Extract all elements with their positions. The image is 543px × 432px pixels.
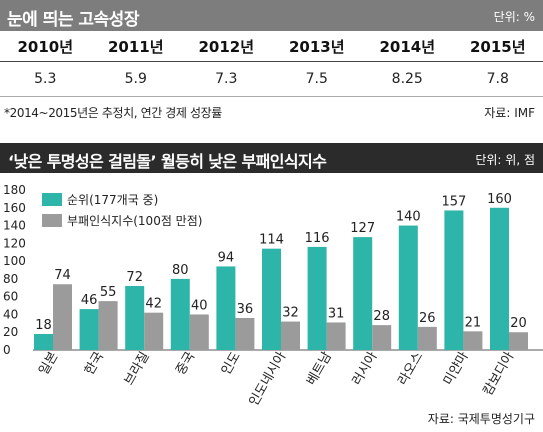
- y-axis: 0 20 40 60 80 100 120 140 160 180: [3, 183, 26, 357]
- growth-value-cell: 5.3: [0, 61, 91, 97]
- growth-title: 눈에 띄는 고속성장: [7, 10, 139, 30]
- bar-value-label: 28: [373, 309, 390, 324]
- growth-source: 자료: IMF: [484, 106, 535, 120]
- bar-value-label: 116: [305, 231, 330, 246]
- y-tick-label: 140: [3, 219, 26, 233]
- year-cell: 2015년: [452, 31, 543, 62]
- x-tick-label: 미얀마: [441, 349, 472, 388]
- y-tick-label: 0: [3, 343, 11, 357]
- growth-table: 2010년 2011년 2012년 2013년 2014년 2015년 5.3 …: [0, 31, 543, 97]
- growth-note: *2014~2015년은 추정치, 연간 경제 성장률: [4, 106, 222, 120]
- legend: 순위(177개국 중) 부패인식지수(100점 만점): [42, 193, 202, 228]
- bar-value-label: 31: [328, 306, 345, 321]
- year-cell: 2013년: [271, 31, 362, 62]
- bar-value-label: 127: [350, 221, 375, 236]
- x-tick-label: 인도: [219, 349, 244, 377]
- growth-value-cell: 7.5: [271, 61, 362, 97]
- rank-bar: [307, 246, 327, 350]
- year-cell: 2011년: [90, 31, 181, 62]
- rank-bar: [216, 266, 236, 350]
- growth-value-cell: 5.9: [90, 61, 181, 97]
- cpi-bar: [417, 326, 437, 350]
- cpi-bar: [463, 331, 483, 350]
- rank-bar: [353, 237, 373, 350]
- legend-label: 순위(177개국 중): [67, 193, 158, 207]
- y-tick-label: 180: [3, 183, 26, 197]
- x-tick-label: 중국: [173, 349, 198, 377]
- bar-value-label: 94: [218, 250, 235, 265]
- cpi-bar: [144, 312, 164, 350]
- rank-bar: [34, 334, 53, 350]
- cpi-bar: [372, 325, 392, 350]
- x-tick-label: 캄보디아: [481, 349, 518, 398]
- chart-title: ‘낮은 투명성은 걸림돌’ 월등히 낮은 부패인식지수: [8, 152, 327, 171]
- rank-bar: [170, 278, 190, 350]
- year-cell: 2012년: [181, 31, 272, 62]
- x-tick-label: 브라질: [122, 350, 153, 389]
- growth-year-row: 2010년 2011년 2012년 2013년 2014년 2015년: [0, 31, 543, 62]
- bar-value-label: 21: [465, 315, 482, 330]
- bar-chart: 0 20 40 60 80 100 120 140 160 180 순위(177개국 중) 부패인식…: [3, 183, 543, 409]
- growth-header: 눈에 띄는 고속성장 단위: %: [0, 0, 543, 31]
- bar-value-label: 74: [54, 268, 71, 283]
- x-tick-label: 라오스: [395, 349, 426, 388]
- cpi-bar: [235, 318, 255, 350]
- legend-swatch: [42, 214, 62, 227]
- y-tick-label: 100: [3, 254, 26, 268]
- year-cell: 2010년: [0, 31, 91, 62]
- x-axis-labels: 일본 한국 브라질 중국 인도 인도네시아 베트남 러시아 라오스 미얀마 캄보디아: [37, 349, 518, 408]
- bar-value-label: 32: [282, 306, 299, 321]
- bar-value-label: 42: [145, 297, 162, 312]
- cpi-bar: [53, 284, 72, 350]
- x-tick-label: 일본: [37, 349, 62, 377]
- rank-bar: [79, 309, 99, 350]
- year-cell: 2014년: [362, 31, 453, 62]
- growth-value-row: 5.3 5.9 7.3 7.5 8.25 7.8: [0, 61, 543, 97]
- x-tick-label: 베트남: [304, 349, 335, 388]
- bar-value-label: 55: [100, 285, 117, 300]
- cpi-bar: [326, 322, 346, 350]
- growth-unit: 단위: %: [493, 10, 535, 24]
- growth-value-cell: 7.8: [452, 61, 543, 97]
- bar-value-label: 157: [441, 194, 466, 209]
- bar-value-label: 36: [237, 302, 254, 317]
- bar-value-label: 140: [396, 210, 421, 225]
- bar-value-label: 20: [510, 316, 527, 331]
- legend-label: 부패인식지수(100점 만점): [67, 214, 202, 228]
- rank-bar: [490, 207, 509, 350]
- chart-unit: 단위: 위, 점: [475, 153, 535, 167]
- bar-value-label: 46: [81, 293, 98, 308]
- bar-value-label: 160: [487, 192, 512, 207]
- bar-value-label: 26: [419, 311, 436, 326]
- cpi-bar: [281, 321, 300, 350]
- rank-bar: [262, 248, 281, 350]
- y-tick-label: 80: [3, 272, 18, 286]
- growth-value-cell: 7.3: [181, 61, 272, 97]
- x-tick-label: 한국: [82, 349, 107, 377]
- chart-header: ‘낮은 투명성은 걸림돌’ 월등히 낮은 부패인식지수 단위: 위, 점: [0, 143, 543, 173]
- y-tick-label: 60: [3, 290, 18, 304]
- bar-value-label: 72: [126, 270, 143, 285]
- bar-value-label: 80: [172, 263, 189, 278]
- rank-bar: [125, 286, 145, 350]
- growth-value-cell: 8.25: [362, 61, 453, 97]
- chart-source: 자료: 국제투명성기구: [427, 412, 535, 426]
- y-tick-label: 20: [3, 325, 18, 339]
- cpi-bar: [189, 314, 209, 350]
- legend-swatch: [42, 193, 62, 206]
- bar-value-label: 18: [35, 318, 52, 333]
- rank-bar: [398, 225, 418, 350]
- cpi-bar: [98, 301, 118, 350]
- y-tick-label: 160: [3, 201, 26, 215]
- bar-value-label: 40: [191, 298, 208, 313]
- bar-value-label: 114: [259, 233, 284, 248]
- x-tick-label: 인도네시아: [247, 349, 290, 408]
- y-tick-label: 120: [3, 236, 26, 250]
- cpi-bar: [509, 332, 528, 350]
- y-tick-label: 40: [3, 307, 18, 321]
- x-tick-label: 러시아: [350, 349, 381, 388]
- rank-bar: [444, 210, 464, 350]
